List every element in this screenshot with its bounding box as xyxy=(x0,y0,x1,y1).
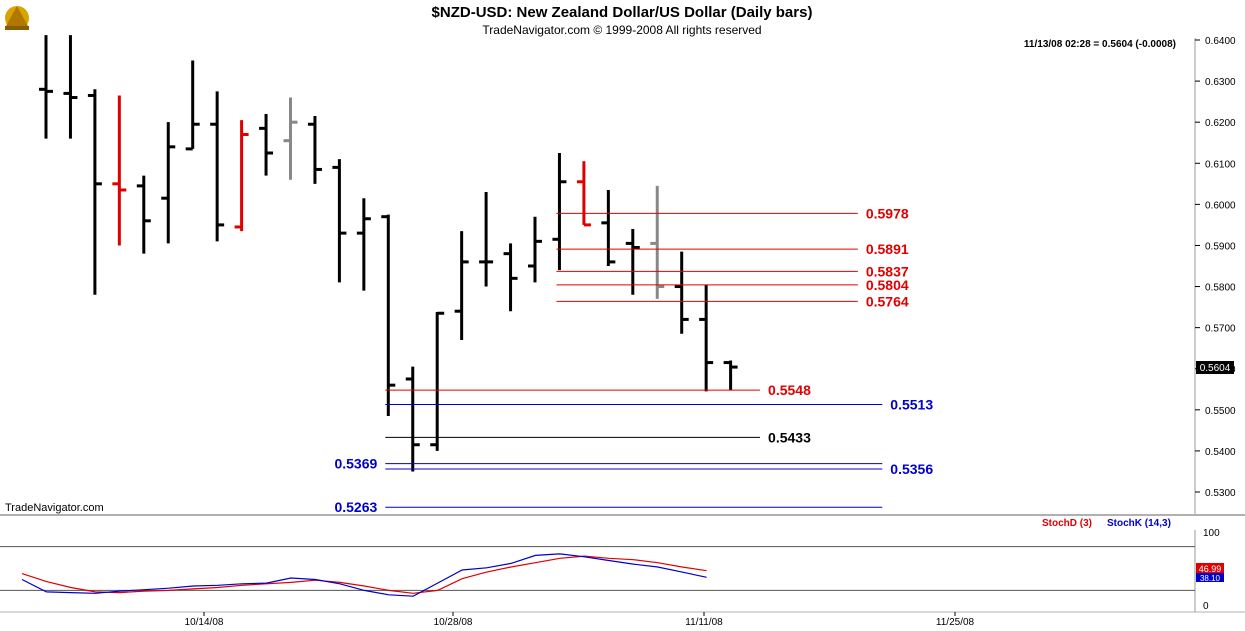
price-tick-label: 0.6000 xyxy=(1205,200,1236,211)
chart-title: $NZD-USD: New Zealand Dollar/US Dollar (… xyxy=(432,4,813,21)
price-tick-label: 0.5900 xyxy=(1205,241,1236,252)
watermark-text: TradeNavigator.com xyxy=(5,502,104,514)
stochk-last-value: 38.10 xyxy=(1196,573,1224,583)
logo-icon xyxy=(5,6,29,30)
ohlc-bar xyxy=(112,95,127,246)
date-tick-label: 10/28/08 xyxy=(434,617,473,628)
date-tick-label: 11/25/08 xyxy=(936,617,975,628)
ohlc-bar xyxy=(625,229,640,295)
ohlc-bar xyxy=(381,214,396,416)
level-label: 0.5433 xyxy=(768,429,811,445)
date-tick-label: 10/14/08 xyxy=(185,617,224,628)
ohlc-bar xyxy=(650,185,665,299)
level-label: 0.5978 xyxy=(866,205,909,221)
date-tick-label: 11/11/08 xyxy=(685,617,723,628)
ohlc-bar xyxy=(723,360,738,391)
price-tick-label: 0.6300 xyxy=(1205,77,1236,88)
stochd-last-value-label: 46.99 xyxy=(1199,564,1222,574)
price-tick-label: 0.5300 xyxy=(1205,488,1236,499)
ohlc-bar xyxy=(699,284,714,392)
level-label: 0.5804 xyxy=(866,277,909,293)
price-tick-label: 0.6100 xyxy=(1205,159,1236,170)
ohlc-bar xyxy=(552,153,567,271)
level-label: 0.5356 xyxy=(890,461,933,477)
legend-stochd: StochD (3) xyxy=(1042,518,1092,529)
price-tick-label: 0.6200 xyxy=(1205,118,1236,129)
level-label: 0.5891 xyxy=(866,241,909,257)
ohlc-bar xyxy=(576,161,591,227)
ohlc-bars xyxy=(39,35,738,472)
stochk-last-value-label: 38.10 xyxy=(1200,574,1221,583)
stochd-last-value: 46.99 xyxy=(1196,563,1224,574)
level-label: 0.5764 xyxy=(866,293,909,309)
level-label: 0.5548 xyxy=(768,382,811,398)
level-label: 0.5369 xyxy=(334,456,377,472)
stoch-series-line xyxy=(21,555,707,594)
level-label: 0.5263 xyxy=(334,499,377,515)
last-price-marker: 0.5604 xyxy=(1196,361,1234,374)
ohlc-bar xyxy=(332,159,347,283)
ohlc-bar xyxy=(454,231,469,340)
price-tick-label: 0.5500 xyxy=(1205,406,1236,417)
quote-readout: 11/13/08 02:28 = 0.5604 (-0.0008) xyxy=(1024,39,1176,50)
ohlc-bar xyxy=(210,91,225,242)
stoch-tick-label: 100 xyxy=(1203,528,1220,539)
date-axis: 10/14/08 10/28/08 11/11/08 11/25/08 xyxy=(185,612,975,628)
price-tick-label: 0.5800 xyxy=(1205,283,1236,294)
ohlc-bar xyxy=(601,189,616,266)
last-price-label: 0.5604 xyxy=(1200,363,1231,374)
ohlc-bar xyxy=(307,116,322,184)
ohlc-bar xyxy=(39,35,53,139)
stoch-series-line xyxy=(21,553,707,597)
ohlc-bar xyxy=(185,60,200,151)
ohlc-bar xyxy=(87,89,102,295)
ohlc-bar xyxy=(430,311,445,451)
ohlc-bar xyxy=(234,120,249,232)
ohlc-bar xyxy=(405,366,420,472)
copyright-text: TradeNavigator.com © 1999-2008 All right… xyxy=(482,23,761,37)
ohlc-bar xyxy=(503,243,518,312)
ohlc-bar xyxy=(259,113,274,176)
level-label: 0.5513 xyxy=(890,396,933,412)
ohlc-bar xyxy=(479,192,494,287)
legend-stochk: StochK (14,3) xyxy=(1107,518,1171,529)
stoch-tick-label: 0 xyxy=(1203,601,1209,612)
price-tick-label: 0.6400 xyxy=(1205,36,1236,47)
ohlc-bar xyxy=(63,35,78,139)
ohlc-bar xyxy=(528,216,542,283)
ohlc-bar xyxy=(161,122,176,244)
price-axis: 0.6400 0.6300 0.6200 0.6100 0.6000 0.5900 0.58… xyxy=(1195,36,1236,499)
ohlc-bar xyxy=(136,175,151,254)
price-tick-label: 0.5700 xyxy=(1205,324,1236,335)
ohlc-bar xyxy=(283,97,298,180)
price-tick-label: 0.5400 xyxy=(1205,447,1236,458)
ohlc-bar xyxy=(674,251,689,334)
level-label: 0.5837 xyxy=(866,263,909,279)
ohlc-bar xyxy=(356,198,371,291)
